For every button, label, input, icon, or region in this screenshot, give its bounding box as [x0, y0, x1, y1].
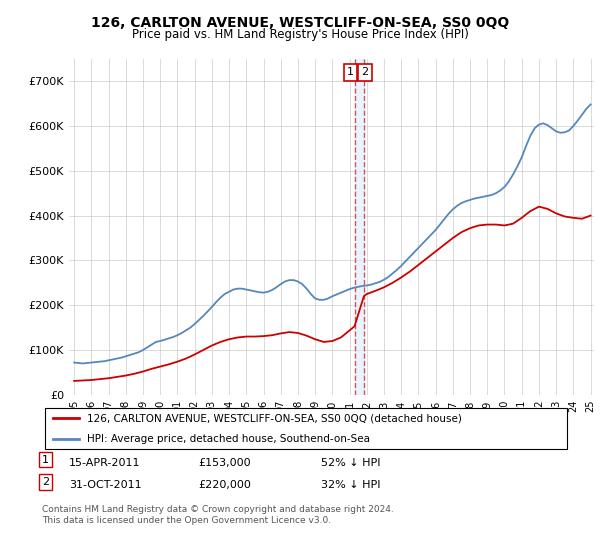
Text: HPI: Average price, detached house, Southend-on-Sea: HPI: Average price, detached house, Sout… — [87, 433, 370, 444]
Text: 32% ↓ HPI: 32% ↓ HPI — [321, 480, 380, 490]
Text: 15-APR-2011: 15-APR-2011 — [69, 458, 140, 468]
Text: £153,000: £153,000 — [198, 458, 251, 468]
Text: 1: 1 — [347, 67, 354, 77]
Text: 31-OCT-2011: 31-OCT-2011 — [69, 480, 142, 490]
Text: 126, CARLTON AVENUE, WESTCLIFF-ON-SEA, SS0 0QQ (detached house): 126, CARLTON AVENUE, WESTCLIFF-ON-SEA, S… — [87, 413, 462, 423]
Text: 1: 1 — [42, 455, 49, 465]
Bar — [355, 59, 364, 395]
FancyBboxPatch shape — [44, 408, 568, 449]
Text: Price paid vs. HM Land Registry's House Price Index (HPI): Price paid vs. HM Land Registry's House … — [131, 28, 469, 41]
Text: 2: 2 — [361, 67, 368, 77]
Text: 126, CARLTON AVENUE, WESTCLIFF-ON-SEA, SS0 0QQ: 126, CARLTON AVENUE, WESTCLIFF-ON-SEA, S… — [91, 16, 509, 30]
Text: £220,000: £220,000 — [198, 480, 251, 490]
Text: 2: 2 — [42, 477, 49, 487]
Text: Contains HM Land Registry data © Crown copyright and database right 2024.
This d: Contains HM Land Registry data © Crown c… — [42, 505, 394, 525]
Text: 52% ↓ HPI: 52% ↓ HPI — [321, 458, 380, 468]
